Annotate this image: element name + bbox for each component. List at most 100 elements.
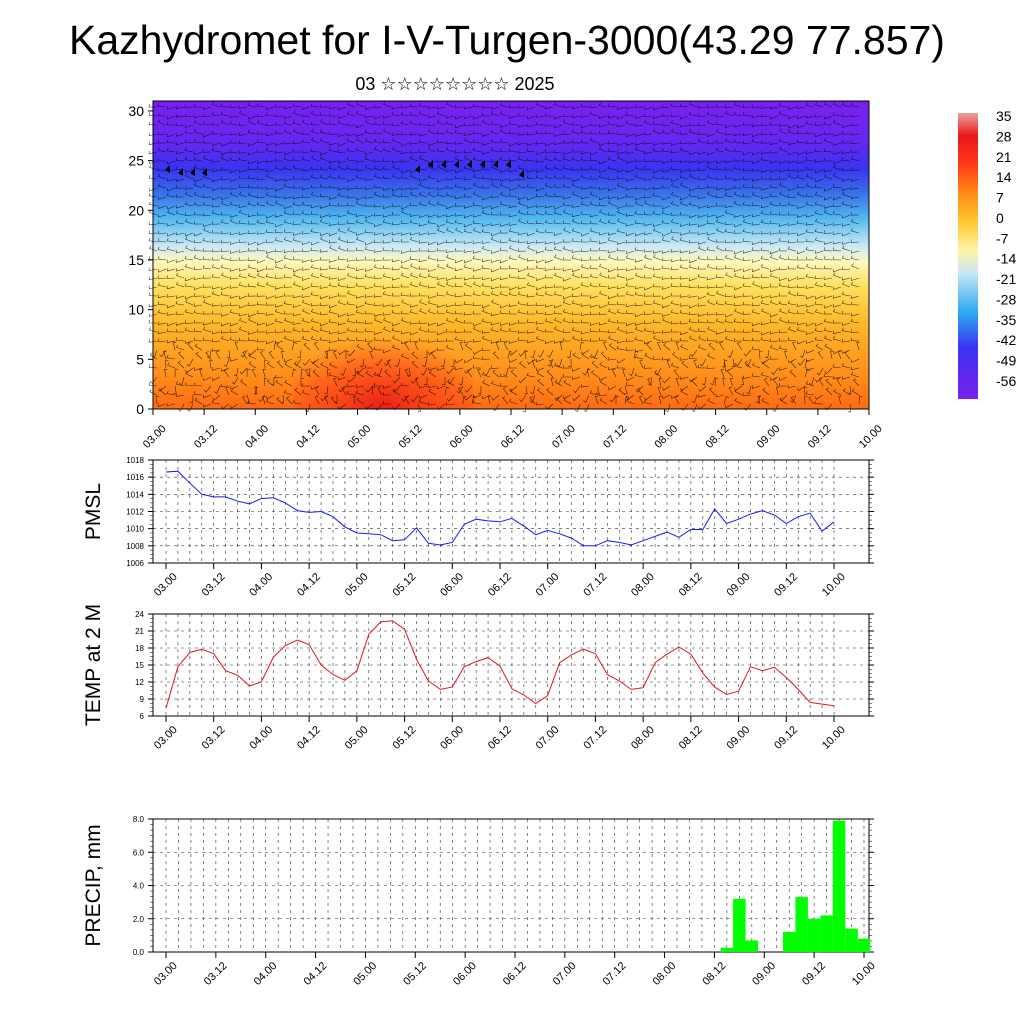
wind-barb bbox=[503, 341, 509, 351]
wind-barb bbox=[440, 358, 446, 368]
wind-barb bbox=[341, 386, 347, 396]
wind-barb bbox=[715, 139, 725, 144]
wind-barb bbox=[355, 275, 365, 280]
wind-barb bbox=[247, 257, 257, 262]
colorbar-label: -49 bbox=[996, 353, 1016, 369]
wind-barb bbox=[492, 351, 500, 360]
wind-barb bbox=[841, 131, 851, 135]
wind-barb bbox=[436, 292, 446, 297]
wind-barb bbox=[333, 350, 338, 360]
wind-barb bbox=[319, 104, 329, 108]
wind-barb bbox=[481, 276, 491, 281]
wind-barb bbox=[691, 394, 698, 404]
wind-barb bbox=[562, 309, 572, 315]
wind-barb bbox=[301, 201, 311, 207]
wind-barb bbox=[391, 327, 401, 333]
wind-barb bbox=[157, 275, 167, 279]
wind-barb bbox=[779, 317, 788, 324]
wind-barb bbox=[832, 303, 842, 308]
wind-barb bbox=[491, 182, 500, 189]
wind-barb bbox=[319, 166, 329, 171]
wind-barb bbox=[591, 360, 599, 369]
wind-barb bbox=[607, 156, 617, 162]
wind-flag bbox=[493, 160, 498, 168]
wind-barb bbox=[427, 174, 437, 180]
wind-barb bbox=[554, 317, 563, 324]
wind-barb bbox=[301, 294, 311, 298]
wind-barb bbox=[157, 230, 167, 235]
wind-barb bbox=[679, 123, 689, 128]
wind-barb bbox=[247, 272, 257, 279]
wind-barb bbox=[400, 120, 410, 126]
wind-barb bbox=[382, 265, 392, 270]
wind-barb bbox=[697, 303, 707, 307]
wind-barb bbox=[823, 222, 833, 227]
wind-barb bbox=[778, 110, 788, 117]
wind-barb bbox=[472, 250, 482, 254]
wind-barb bbox=[283, 249, 293, 253]
wind-barb bbox=[418, 139, 428, 144]
wind-barb bbox=[707, 299, 716, 306]
wind-barb bbox=[697, 394, 707, 398]
wind-barb bbox=[364, 203, 374, 207]
wind-barb bbox=[716, 290, 725, 297]
wind-barb bbox=[293, 110, 302, 117]
wind-barb bbox=[256, 329, 266, 333]
wind-barb bbox=[193, 293, 203, 297]
pmsl-x-tick-label: 08.12 bbox=[677, 571, 705, 599]
wind-barb bbox=[364, 114, 374, 118]
wind-barb bbox=[602, 341, 608, 351]
wind-barb bbox=[211, 264, 221, 270]
wind-barb bbox=[454, 219, 464, 225]
wind-barb bbox=[499, 304, 509, 309]
wind-barb bbox=[346, 383, 356, 387]
wind-barb bbox=[817, 351, 824, 360]
wind-barb bbox=[710, 376, 716, 386]
wind-barb bbox=[679, 131, 689, 135]
wind-barb bbox=[247, 184, 257, 189]
wind-barb bbox=[418, 110, 428, 117]
wind-barb bbox=[463, 193, 473, 198]
pmsl-y-label: PMSL bbox=[82, 483, 105, 540]
wind-barb bbox=[688, 318, 698, 324]
wind-barb bbox=[815, 343, 824, 351]
wind-barb bbox=[320, 236, 329, 243]
wind-barb bbox=[592, 349, 599, 358]
wind-barb bbox=[427, 273, 437, 279]
wind-barb bbox=[679, 103, 689, 108]
wind-barb bbox=[347, 290, 356, 297]
wind-barb bbox=[751, 373, 761, 378]
wind-barb bbox=[608, 343, 617, 351]
wind-barb bbox=[503, 367, 509, 377]
wind-barb bbox=[823, 148, 833, 153]
wind-barb bbox=[409, 141, 419, 145]
wind-barb bbox=[634, 336, 644, 342]
wind-barb bbox=[805, 102, 815, 108]
wind-barb bbox=[409, 231, 419, 236]
wind-barb bbox=[571, 156, 581, 162]
wind-barb bbox=[346, 300, 356, 306]
wind-barb bbox=[833, 164, 842, 171]
wind-barb bbox=[544, 328, 554, 333]
wind-barb bbox=[310, 385, 320, 390]
wind-barb bbox=[211, 239, 221, 243]
wind-barb bbox=[706, 246, 716, 252]
wind-barb bbox=[175, 185, 185, 189]
wind-barb bbox=[310, 258, 320, 263]
wind-barb bbox=[742, 151, 752, 156]
wind-barb bbox=[247, 400, 257, 405]
wind-barb bbox=[301, 259, 311, 263]
wind-barb bbox=[553, 284, 563, 288]
wind-barb bbox=[185, 173, 194, 180]
wind-barb bbox=[535, 220, 545, 225]
wind-barb bbox=[634, 174, 644, 180]
wind-barb bbox=[400, 111, 410, 117]
wind-barb bbox=[823, 295, 833, 299]
wind-barb bbox=[283, 115, 293, 120]
wind-barb bbox=[265, 106, 275, 111]
wind-barb bbox=[166, 322, 176, 327]
wind-barb bbox=[274, 304, 284, 308]
wind-barb bbox=[373, 275, 383, 279]
wind-barb bbox=[220, 335, 230, 342]
wind-barb bbox=[148, 327, 158, 333]
